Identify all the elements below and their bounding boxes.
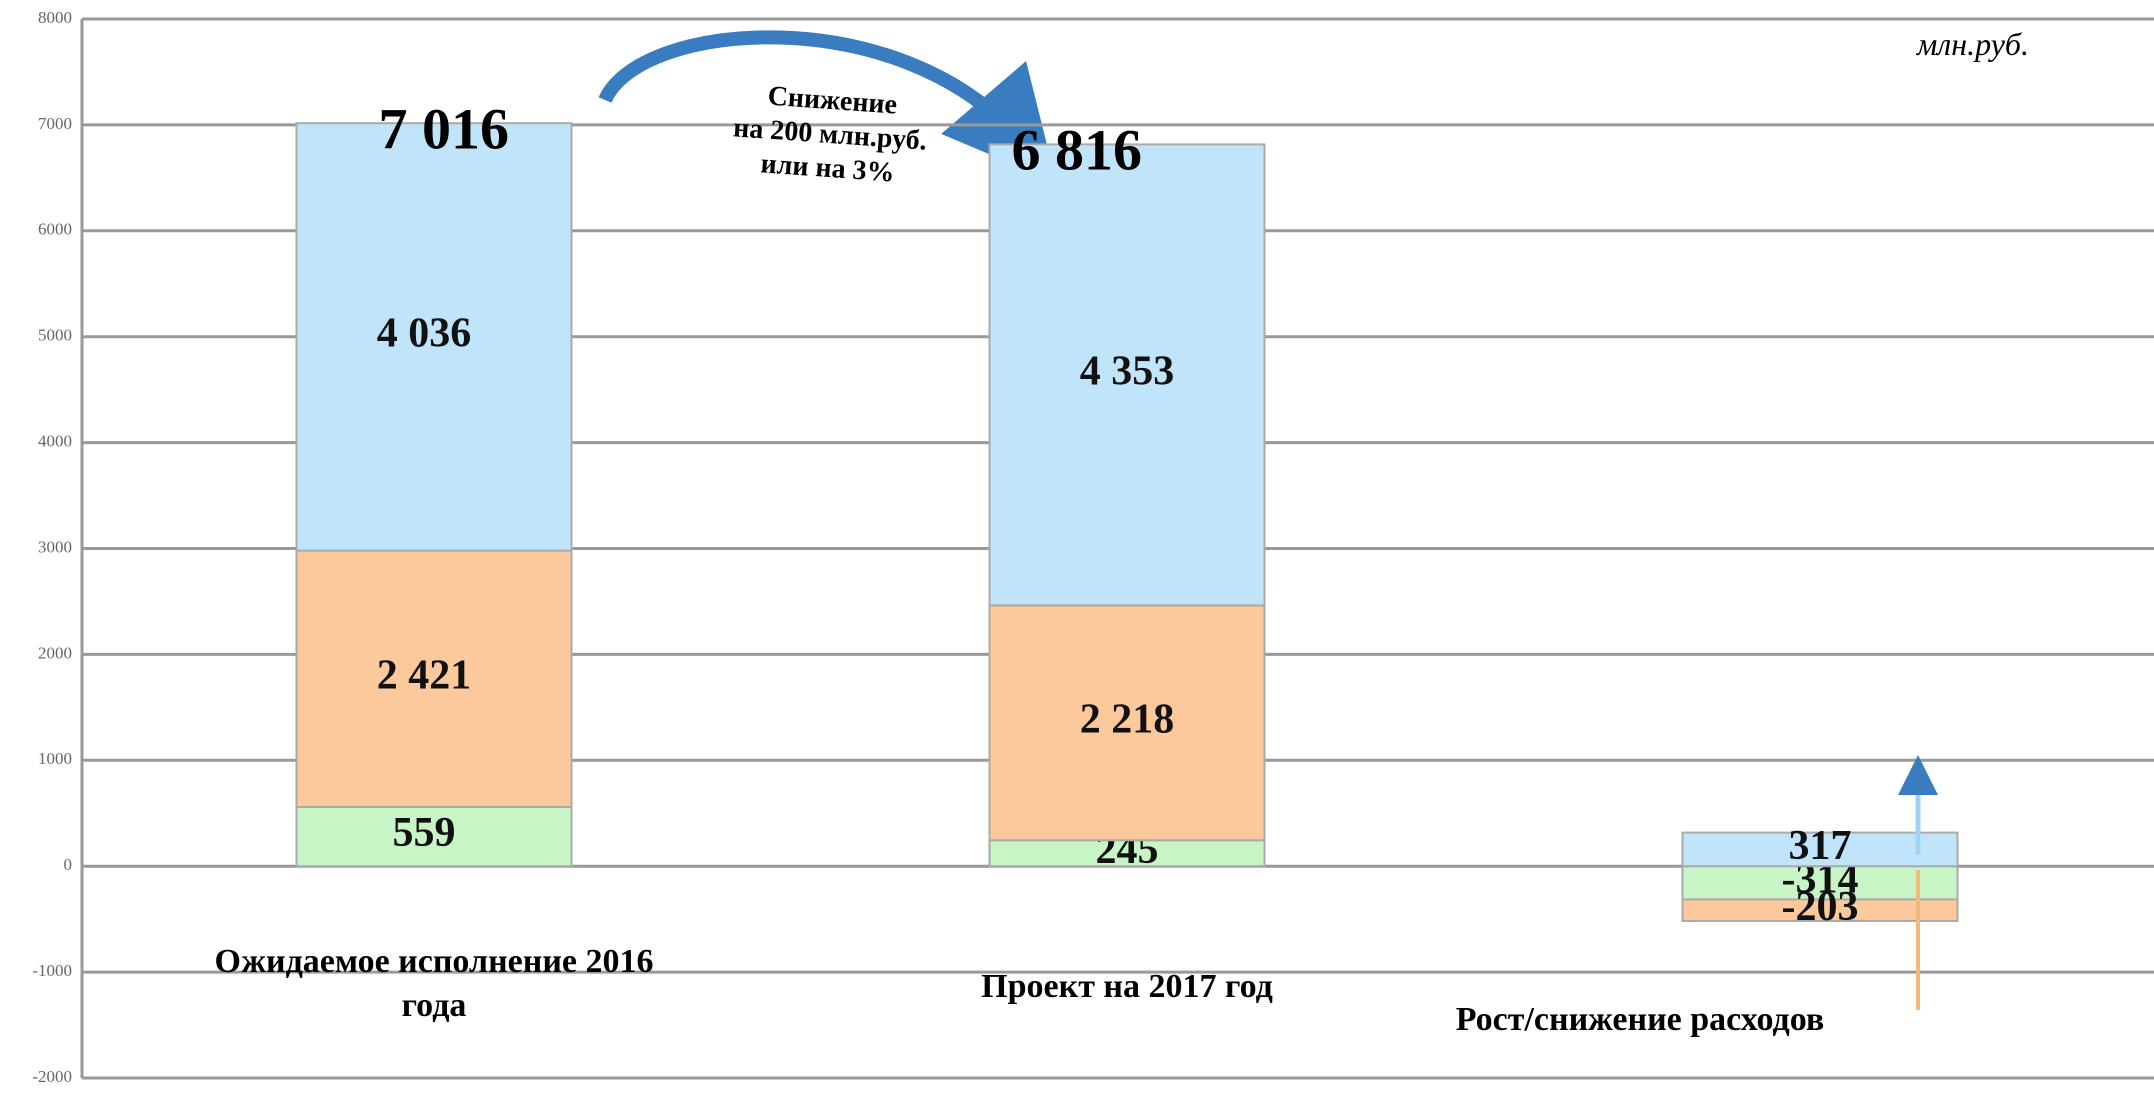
y-tick-label: 5000	[38, 326, 72, 345]
annotation: Снижение на 200 млн.руб. или на 3%	[697, 75, 963, 195]
bar-segment	[988, 604, 1266, 842]
bar-segment	[1681, 898, 1959, 922]
bar-segment	[295, 122, 573, 552]
value-label: 4 353	[1080, 349, 1175, 395]
y-tick-label: 7000	[38, 114, 72, 133]
bar-segment	[295, 806, 573, 868]
y-tick-label: -1000	[32, 961, 72, 980]
y-tick-label: 8000	[38, 8, 72, 27]
value-label: -203	[1782, 884, 1859, 930]
x-tick-label: Ожидаемое исполнение 2016 года	[214, 943, 654, 1024]
value-label: 4 036	[377, 311, 472, 357]
y-tick-label: 3000	[38, 537, 72, 556]
x-tick-label: Проект на 2017 год	[981, 968, 1273, 1005]
decrease-arrow	[598, 30, 1057, 183]
y-tick-label: 6000	[38, 220, 72, 239]
y-tick-label: 0	[64, 855, 73, 874]
bar-segment	[988, 839, 1266, 868]
bar-segment	[988, 143, 1266, 607]
y-tick-label: 1000	[38, 749, 72, 768]
total-label: 7 016	[379, 97, 510, 162]
value-label: 317	[1789, 823, 1852, 869]
value-label: 2 421	[377, 652, 472, 698]
total-label: 6 816	[1012, 118, 1143, 183]
x-tick-label: Рост/снижение расходов	[1455, 1001, 1825, 1038]
y-tick-label: -2000	[32, 1067, 72, 1086]
unit-label: млн.руб.	[1916, 26, 2029, 62]
y-tick-label: 2000	[38, 643, 72, 662]
value-label: 2 218	[1080, 696, 1175, 742]
bar-segment	[295, 549, 573, 809]
value-label: 559	[393, 810, 456, 856]
y-tick-label: 4000	[38, 432, 72, 451]
bar-segment	[1681, 831, 1959, 868]
